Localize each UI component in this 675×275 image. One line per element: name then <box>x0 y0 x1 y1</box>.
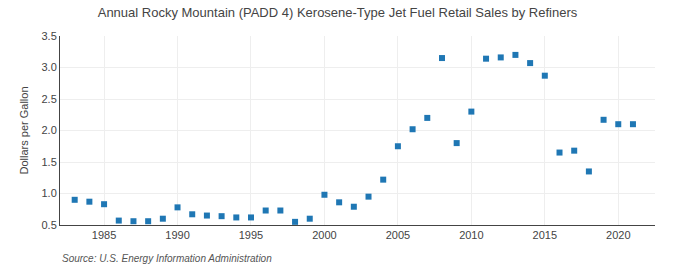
svg-text:Dollars per Gallon: Dollars per Gallon <box>18 86 30 174</box>
svg-text:Annual Rocky Mountain (PADD 4): Annual Rocky Mountain (PADD 4) Kerosene-… <box>98 5 578 20</box>
svg-text:3.0: 3.0 <box>42 61 57 73</box>
svg-text:2015: 2015 <box>533 229 557 241</box>
svg-text:1.5: 1.5 <box>42 156 57 168</box>
svg-text:3.5: 3.5 <box>42 30 57 42</box>
svg-text:0.5: 0.5 <box>42 219 57 231</box>
svg-text:2020: 2020 <box>606 229 630 241</box>
svg-text:1995: 1995 <box>239 229 263 241</box>
svg-text:2.0: 2.0 <box>42 124 57 136</box>
svg-text:Source: U.S. Energy Informatio: Source: U.S. Energy Information Administ… <box>62 253 272 264</box>
svg-text:2010: 2010 <box>459 229 483 241</box>
svg-text:2005: 2005 <box>386 229 410 241</box>
svg-text:1990: 1990 <box>165 229 189 241</box>
svg-text:2.5: 2.5 <box>42 93 57 105</box>
svg-text:1.0: 1.0 <box>42 187 57 199</box>
svg-text:1985: 1985 <box>92 229 116 241</box>
svg-text:2000: 2000 <box>312 229 336 241</box>
